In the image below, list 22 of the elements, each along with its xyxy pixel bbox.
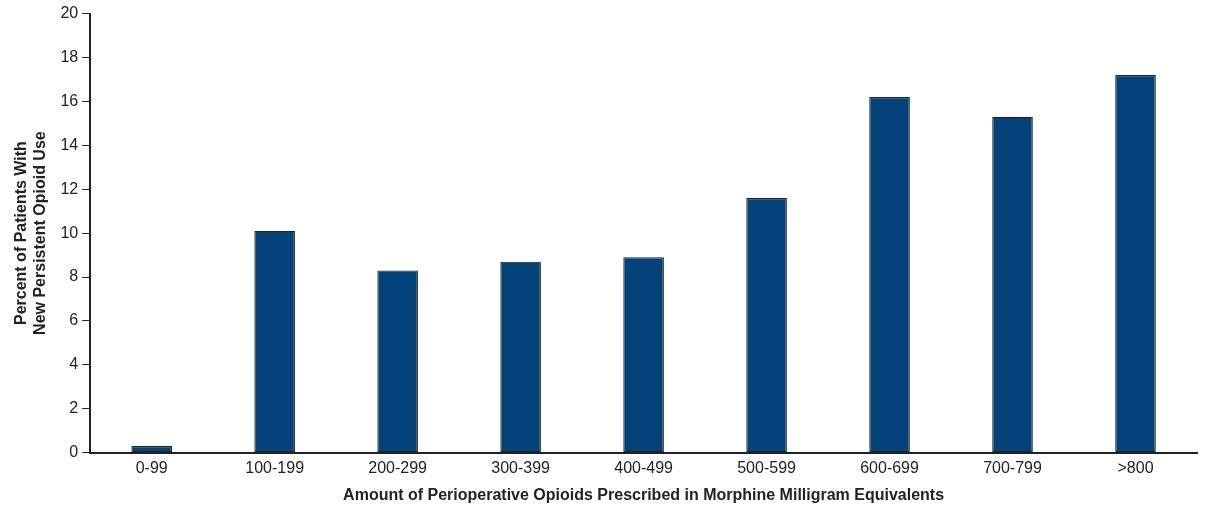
y-tick-label: 14: [60, 135, 79, 153]
y-tick-label: 8: [69, 267, 79, 285]
x-tick-label: 100-199: [245, 458, 305, 476]
x-tick-label: 400-499: [614, 458, 674, 476]
x-tick-label: 500-599: [737, 458, 797, 476]
x-tick-label: >800: [1117, 458, 1154, 476]
y-tick-label: 2: [69, 399, 79, 417]
y-tick-label: 4: [69, 355, 79, 373]
y-tick-label: 12: [60, 179, 79, 197]
y-axis-title: Percent of Patients With New Persistent Opioid Use: [12, 131, 49, 335]
x-tick-label: 700-799: [983, 458, 1042, 476]
x-tick-label: 600-699: [860, 458, 920, 476]
x-axis-title: Amount of Perioperative Opioids Prescribed in Morphine Milligram Equivalents: [343, 485, 945, 503]
y-tick-label: 18: [60, 47, 79, 65]
x-tick-label: 300-399: [491, 458, 551, 476]
y-tick-label: 6: [69, 311, 79, 329]
x-tick-label: 200-299: [368, 458, 428, 476]
y-tick-label: 10: [60, 223, 79, 241]
y-tick-label: 0: [69, 443, 79, 461]
y-tick-label: 16: [60, 91, 79, 109]
x-tick-label: 0-99: [135, 458, 168, 476]
y-tick-label: 20: [60, 4, 79, 22]
